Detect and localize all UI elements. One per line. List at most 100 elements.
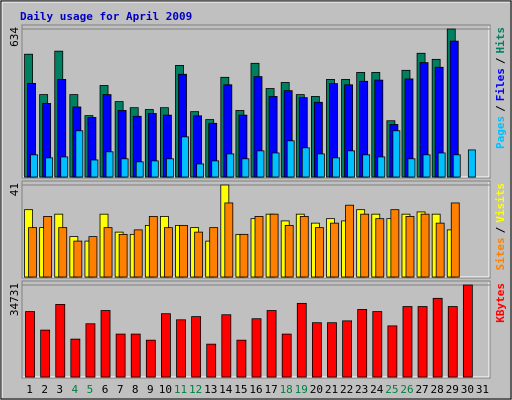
y-tick-label: 41 [8,183,21,196]
bar [43,216,53,278]
bar [40,329,51,378]
bar [251,318,262,378]
bar [299,216,309,278]
bar [316,153,325,178]
x-tick-label: 13 [204,383,217,396]
bar [387,325,398,378]
bar [176,319,186,378]
bar [45,157,54,178]
bar [452,154,461,178]
bar [90,159,99,178]
x-tick-label: 14 [219,383,233,396]
bar [118,233,128,278]
bar [301,147,310,178]
y-tick-label: 34731 [8,283,21,316]
bar [211,160,220,178]
bar [266,310,277,378]
bar [392,130,401,178]
bar [30,154,38,178]
bar [60,156,69,178]
bar [206,343,217,378]
bar [224,202,234,278]
bar [286,140,295,178]
x-tick-label: 21 [325,383,338,396]
bar [100,310,111,378]
bar [432,297,443,378]
bar [296,302,307,378]
x-tick-label: 18 [280,383,293,396]
bar [85,323,96,378]
bar [221,314,232,378]
bar [390,209,400,278]
bar [417,306,428,378]
legend: KBytes [494,283,507,323]
bar [73,240,83,278]
x-tick-label: 30 [461,383,474,396]
bar [402,306,413,378]
bar [120,158,129,178]
x-tick-label: 31 [476,383,489,396]
bar [256,150,265,178]
bar [58,227,68,278]
bar [311,322,322,378]
bar [437,152,446,178]
bar [148,216,158,278]
bar [269,213,279,278]
bar [130,333,141,378]
bar [447,306,458,378]
bar [105,151,114,178]
bar [360,213,370,278]
x-tick-label: 1 [26,383,33,396]
legend-entry: Hits [494,27,507,54]
x-tick-label: 27 [415,383,428,396]
bar [75,130,84,178]
bar [407,158,416,178]
legend: Pages / Files / Hits [494,27,507,149]
bar [133,229,143,278]
x-tick-label: 8 [132,383,139,396]
bar [375,218,385,278]
bar [241,158,250,178]
x-tick-label: 22 [340,383,353,396]
bar [357,309,368,378]
x-tick-label: 3 [56,383,63,396]
x-tick-label: 17 [264,383,277,396]
x-tick-label: 12 [189,383,202,396]
bar [236,339,247,378]
bar [327,322,337,378]
x-tick-label: 7 [117,383,124,396]
bar [330,222,339,278]
x-tick-label: 28 [431,383,444,396]
bar [377,156,386,178]
bar [362,154,371,178]
bar [467,149,476,178]
bar [281,333,292,378]
legend-entry: Visits [494,183,507,223]
bar [166,158,174,178]
bar [191,316,202,378]
legend-entry: Files [494,68,507,101]
bar [164,227,173,278]
bar [209,227,219,278]
x-tick-label: 11 [174,383,187,396]
bar [181,136,189,178]
bar [196,163,205,178]
bar [150,160,159,178]
legend: Sites / Visits [494,183,507,271]
bar [345,204,354,278]
bar [450,202,460,278]
legend-separator: / [494,105,507,112]
bar [314,227,324,278]
x-tick-label: 23 [355,383,368,396]
bar [25,311,35,378]
x-tick-label: 29 [446,383,459,396]
bar [70,338,81,378]
x-tick-label: 5 [87,383,94,396]
bar [462,284,473,378]
x-tick-label: 16 [249,383,262,396]
x-tick-label: 26 [400,383,413,396]
bar [239,233,249,278]
bar [271,152,280,178]
